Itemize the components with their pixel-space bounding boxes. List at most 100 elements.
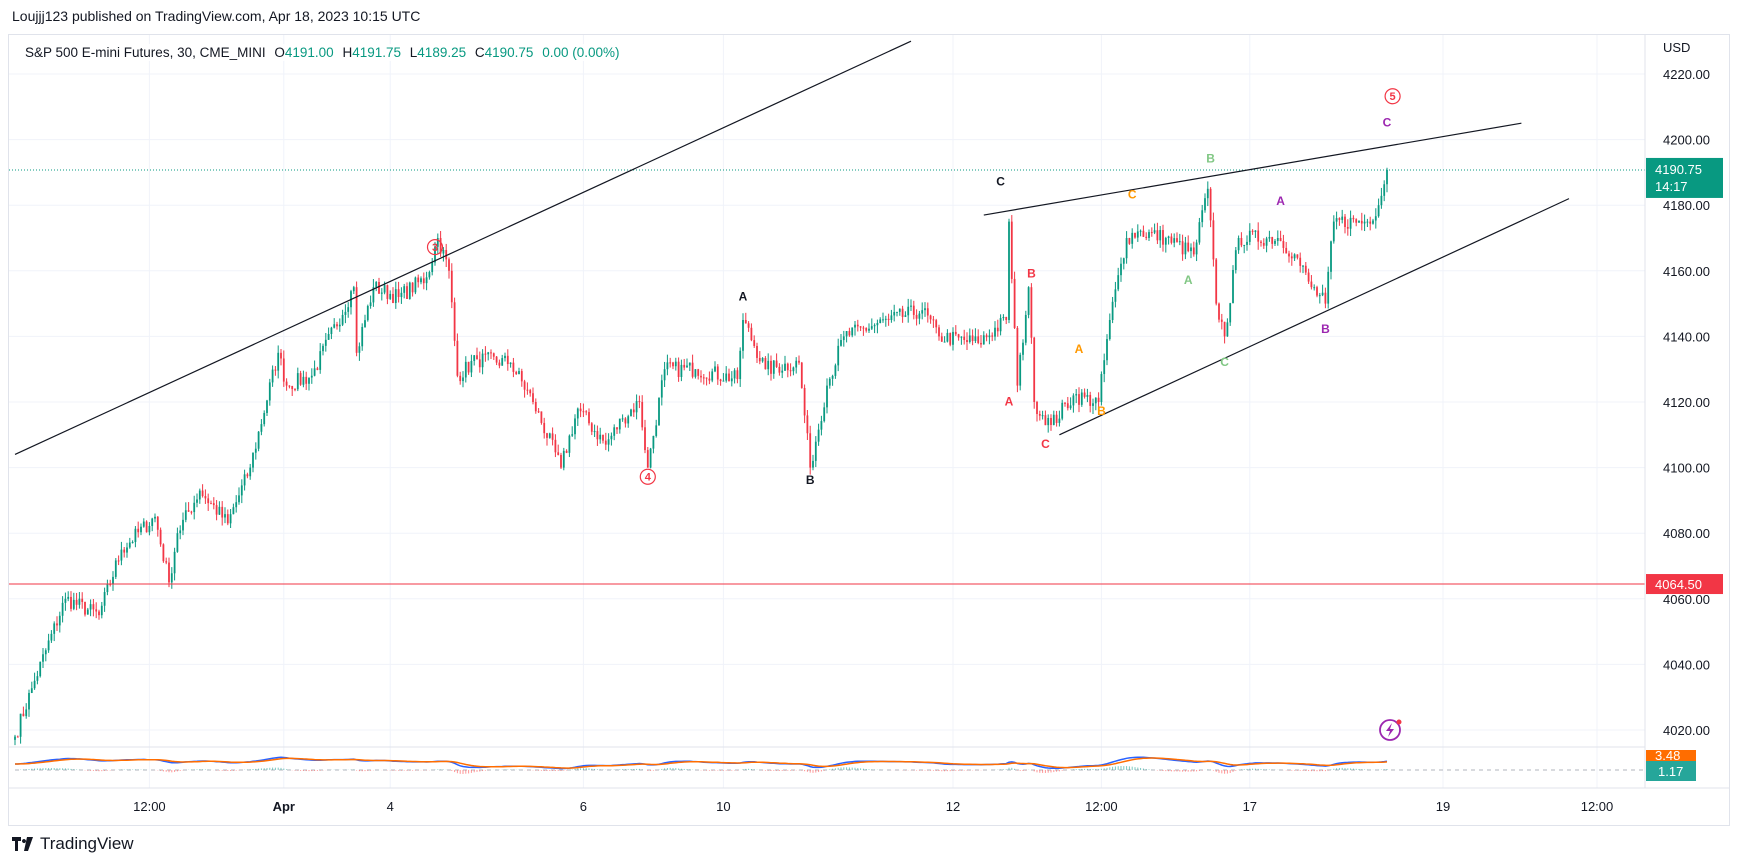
candle-body — [302, 376, 305, 385]
candle-body — [610, 435, 613, 440]
candle-body — [1139, 230, 1142, 232]
candle-body — [176, 533, 179, 552]
candle-body — [369, 302, 372, 306]
elliott-wave-label[interactable]: B — [1097, 404, 1106, 418]
candle-body — [137, 528, 140, 533]
candle-body — [327, 334, 330, 340]
candle-body — [1206, 188, 1209, 199]
candle-body — [277, 352, 280, 371]
candle-body — [772, 360, 775, 374]
trendline[interactable] — [1059, 198, 1570, 436]
y-tick-label: 4080.00 — [1663, 526, 1710, 541]
wave-label-circle — [639, 468, 656, 485]
candle-body — [1134, 232, 1136, 238]
candle-body — [288, 385, 291, 387]
candle-body — [291, 386, 294, 390]
candle-body — [1008, 221, 1010, 320]
candle-body — [904, 315, 907, 317]
elliott-wave-label[interactable]: A — [1276, 194, 1285, 208]
elliott-wave-label[interactable]: C — [1220, 355, 1229, 369]
alert-dot-icon — [1396, 719, 1402, 725]
symbol-name[interactable]: S&P 500 E-mini Futures, 30, CME_MINI — [25, 45, 266, 60]
candle-body — [114, 560, 117, 577]
candle-body — [1316, 287, 1318, 296]
elliott-wave-label[interactable]: C — [1128, 188, 1137, 202]
candle-body — [1103, 360, 1106, 375]
elliott-wave-label[interactable]: A — [1184, 273, 1193, 287]
elliott-wave-label[interactable]: B — [1321, 322, 1330, 336]
x-tick-label: 6 — [580, 799, 587, 814]
wave-label-circle — [426, 239, 444, 256]
tradingview-logo[interactable]: TradingView — [12, 834, 134, 854]
candle-body — [999, 318, 1002, 332]
candle-body — [501, 358, 504, 366]
trendline[interactable] — [14, 40, 912, 456]
y-tick-label: 4020.00 — [1663, 723, 1710, 738]
candle-body — [425, 277, 428, 284]
candle-body — [1192, 247, 1195, 255]
candle-body — [994, 327, 996, 337]
trendline[interactable] — [983, 122, 1522, 216]
y-tick-label: 4200.00 — [1663, 133, 1710, 148]
elliott-wave-label[interactable]: 3 — [432, 242, 438, 254]
candle-body — [1204, 198, 1206, 211]
elliott-wave-label[interactable]: A — [1075, 342, 1084, 356]
candle-body — [901, 308, 904, 317]
elliott-wave-label[interactable]: 5 — [1390, 91, 1396, 103]
candle-body — [775, 360, 778, 367]
elliott-wave-label[interactable]: B — [806, 473, 815, 487]
candle-body — [173, 551, 176, 574]
elliott-wave-label[interactable]: A — [1005, 394, 1014, 408]
candle-body — [1254, 230, 1257, 232]
candle-body — [215, 505, 218, 515]
candle-body — [968, 335, 971, 343]
candle-body — [1184, 242, 1187, 255]
candle-body — [1290, 256, 1293, 259]
candle-body — [750, 327, 753, 341]
candle-body — [67, 596, 70, 599]
elliott-wave-label[interactable]: C — [996, 175, 1005, 189]
candle-body — [1044, 415, 1047, 426]
candle-body — [490, 352, 492, 354]
lightning-icon[interactable] — [1379, 719, 1401, 741]
candle-body — [509, 362, 512, 365]
candle-body — [1209, 188, 1212, 221]
elliott-wave-label[interactable]: 4 — [645, 472, 652, 484]
candle-body — [736, 370, 739, 380]
last-price-value: 4190.75 — [1655, 162, 1702, 177]
candle-body — [1190, 247, 1192, 252]
elliott-wave-label[interactable]: B — [1027, 266, 1036, 280]
elliott-wave-label[interactable]: C — [1041, 437, 1050, 451]
candle-body — [1114, 289, 1117, 302]
candle-body — [851, 327, 854, 336]
candle-body — [632, 409, 635, 413]
candle-body — [854, 324, 856, 328]
candle-body — [1072, 395, 1075, 406]
candle-body — [870, 326, 873, 329]
candle-body — [420, 278, 422, 283]
candle-body — [1061, 402, 1064, 419]
candle-body — [1318, 295, 1321, 297]
candle-body — [366, 305, 369, 321]
candle-body — [282, 358, 285, 382]
candle-body — [1243, 244, 1246, 246]
candle-body — [1332, 221, 1335, 242]
elliott-wave-label[interactable]: A — [739, 289, 748, 303]
elliott-wave-label[interactable]: B — [1206, 152, 1215, 166]
candle-body — [260, 424, 263, 432]
candle-body — [845, 331, 848, 337]
candle-body — [1010, 221, 1013, 279]
candle-body — [607, 439, 610, 445]
candle-body — [372, 287, 375, 303]
candle-body — [30, 688, 33, 693]
candle-body — [803, 387, 806, 416]
candle-body — [308, 377, 310, 384]
candle-body — [613, 427, 616, 436]
candle-body — [1262, 242, 1265, 246]
candle-body — [249, 467, 252, 477]
candle-body — [1195, 242, 1198, 255]
candle-body — [938, 327, 940, 337]
candle-body — [876, 322, 879, 326]
elliott-wave-label[interactable]: C — [1383, 115, 1392, 129]
